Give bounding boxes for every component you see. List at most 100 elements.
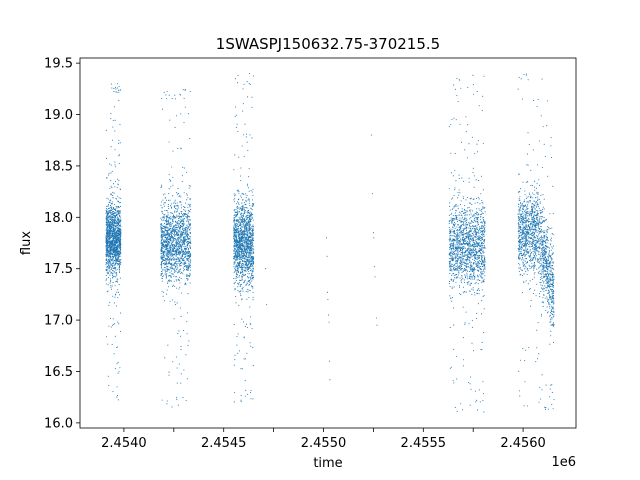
data-point: [169, 242, 171, 244]
data-point: [248, 221, 250, 223]
data-point: [181, 271, 183, 273]
data-point: [162, 256, 164, 258]
data-point: [182, 223, 184, 225]
data-point: [109, 278, 111, 280]
data-point: [453, 221, 456, 224]
data-point: [233, 229, 235, 232]
data-point: [118, 284, 120, 286]
data-point: [181, 259, 183, 261]
data-point: [451, 247, 453, 249]
data-point: [455, 266, 457, 268]
data-point: [244, 204, 246, 206]
data-point: [176, 208, 178, 210]
data-point: [171, 262, 173, 264]
data-point: [105, 232, 107, 234]
data-point: [169, 250, 171, 253]
data-point: [168, 262, 170, 264]
data-point: [161, 255, 163, 257]
data-point: [245, 240, 248, 242]
data-point: [450, 255, 452, 257]
data-point: [106, 245, 108, 248]
data-point: [107, 375, 109, 377]
data-point: [176, 280, 178, 282]
data-point: [237, 228, 239, 230]
data-point: [111, 208, 113, 210]
data-point: [114, 225, 116, 227]
data-point: [182, 228, 184, 230]
data-point: [170, 270, 172, 272]
data-point: [240, 253, 242, 255]
data-point: [118, 267, 120, 269]
data-point: [113, 211, 115, 213]
data-point: [113, 221, 115, 223]
data-point: [107, 251, 110, 253]
data-point: [250, 263, 252, 265]
data-point: [237, 220, 239, 222]
data-point: [458, 177, 460, 180]
data-point: [176, 193, 178, 195]
data-point: [238, 203, 240, 205]
data-point: [173, 271, 175, 273]
data-point: [187, 249, 190, 251]
data-point: [174, 220, 176, 222]
data-point: [251, 214, 253, 216]
data-point: [252, 287, 254, 289]
data-point: [246, 81, 248, 83]
data-point: [181, 180, 183, 183]
data-point: [249, 243, 251, 245]
data-point: [167, 247, 169, 249]
data-point: [115, 267, 117, 269]
data-point: [190, 185, 192, 187]
data-point: [117, 321, 119, 323]
data-point: [234, 269, 236, 271]
data-point: [233, 226, 235, 228]
data-point: [177, 272, 179, 274]
data-point: [167, 199, 170, 201]
data-point: [106, 234, 108, 236]
data-point: [240, 244, 242, 246]
data-point: [116, 250, 118, 252]
data-point: [169, 215, 171, 217]
data-point: [111, 234, 113, 236]
data-point: [170, 233, 172, 235]
data-point: [179, 335, 182, 337]
data-point: [245, 219, 248, 221]
data-point: [109, 224, 111, 226]
data-point: [244, 254, 246, 256]
data-point: [107, 255, 109, 257]
data-point: [179, 242, 181, 244]
data-point: [238, 350, 240, 352]
data-point: [161, 227, 163, 229]
data-point: [187, 113, 189, 115]
data-point: [245, 254, 248, 256]
data-point: [114, 246, 116, 248]
data-point: [169, 235, 171, 238]
data-point: [243, 358, 245, 360]
data-point: [186, 254, 188, 256]
data-point: [111, 343, 113, 346]
data-point: [240, 367, 242, 370]
data-point: [111, 224, 114, 226]
data-point: [249, 273, 251, 275]
data-point: [117, 261, 119, 263]
data-point: [177, 256, 179, 258]
data-point: [187, 269, 189, 271]
data-point: [116, 346, 118, 349]
data-point: [161, 232, 163, 234]
data-point: [115, 210, 117, 212]
data-point: [174, 201, 176, 203]
data-point: [108, 225, 110, 228]
data-point: [187, 251, 189, 253]
data-point: [172, 184, 174, 186]
data-point: [116, 234, 118, 236]
data-point: [167, 254, 169, 256]
data-point: [478, 198, 480, 200]
data-point: [241, 227, 243, 229]
data-point: [237, 352, 239, 354]
data-point: [468, 261, 471, 263]
data-point: [248, 72, 251, 74]
data-point: [246, 141, 248, 143]
data-point: [240, 269, 243, 271]
data-point: [165, 223, 168, 225]
data-point: [115, 220, 117, 222]
